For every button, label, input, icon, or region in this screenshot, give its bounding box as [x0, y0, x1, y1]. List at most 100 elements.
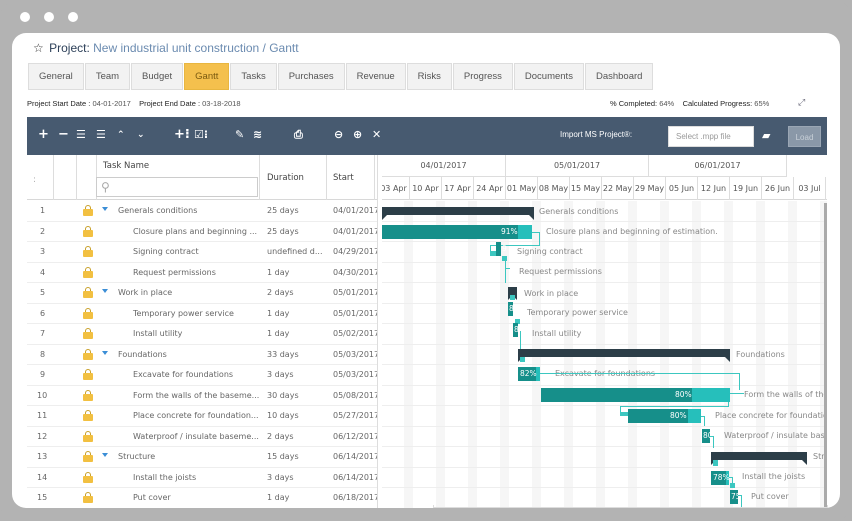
start-header[interactable]: Start	[333, 173, 354, 183]
lock-icon[interactable]	[83, 307, 93, 319]
fit-icon[interactable]: ✕	[372, 128, 382, 141]
lock-icon[interactable]	[83, 369, 93, 380]
checklist-icon[interactable]: ☑⁝	[194, 128, 209, 141]
star-icon[interactable]: ☆	[33, 41, 44, 55]
task-name-header[interactable]: Task Name	[103, 161, 150, 171]
tab-dashboard[interactable]: Dashboard	[584, 63, 654, 90]
summary-bar[interactable]	[508, 287, 517, 300]
app-window: ☆ Project: New industrial unit construct…	[12, 33, 840, 508]
remove-icon[interactable]: −	[58, 127, 69, 142]
table-row[interactable]: 5 Work in place 2 days 05/01/2017	[27, 283, 377, 304]
project-name[interactable]: New industrial unit construction / Gantt	[93, 41, 299, 55]
bar-percent: 75	[731, 492, 741, 501]
fullscreen-icon[interactable]: ⤢	[798, 97, 806, 107]
table-row[interactable]: 14 Install the joists 3 days 06/14/2017	[27, 468, 377, 488]
bar-label: Place concrete for foundations	[715, 411, 827, 420]
lock-icon[interactable]	[83, 492, 93, 503]
table-row[interactable]: 6 Temporary power service 1 day 05/01/20…	[27, 304, 377, 324]
tab-team[interactable]: Team	[84, 63, 131, 90]
task-start: 05/01/2017	[333, 288, 377, 297]
column-menu-header[interactable]: :	[33, 175, 36, 185]
tab-general[interactable]: General	[28, 63, 84, 90]
task-bar[interactable]: 80%	[628, 409, 701, 423]
tab-revenue[interactable]: Revenue	[345, 63, 406, 90]
tab-budget[interactable]: Budget	[131, 63, 184, 90]
lock-icon[interactable]	[83, 471, 93, 483]
task-bar[interactable]: 82%	[518, 367, 540, 381]
move-up-icon[interactable]: ⌃	[117, 130, 125, 140]
indent-icon[interactable]: ☰	[76, 128, 86, 141]
task-start: 06/12/2017	[333, 431, 377, 441]
timeline-month: 05/01/2017	[506, 155, 649, 177]
table-row[interactable]: 11 Place concrete for foundation... 10 d…	[27, 406, 377, 427]
tab-gantt[interactable]: Gantt	[184, 63, 230, 90]
task-bar[interactable]: 75	[730, 490, 741, 504]
page-title: ☆ Project: New industrial unit construct…	[33, 41, 299, 55]
outdent-icon[interactable]: ☰	[96, 128, 106, 141]
collapse-caret-icon[interactable]	[102, 350, 108, 355]
summary-bar[interactable]	[711, 452, 807, 465]
gantt-chart: 04/01/2017 05/01/2017 06/01/2017 03 Apr …	[382, 155, 827, 508]
tab-tasks[interactable]: Tasks	[230, 63, 277, 90]
lock-icon[interactable]	[83, 266, 93, 278]
summary-bar[interactable]	[518, 349, 730, 362]
window-dot[interactable]	[68, 12, 78, 22]
horizontal-scrollbar[interactable]	[433, 505, 828, 508]
collapse-caret-icon[interactable]	[102, 207, 108, 211]
fill-color-icon[interactable]: ✎	[235, 128, 245, 141]
table-row[interactable]: 13 Structure 15 days 06/14/2017	[27, 447, 377, 468]
table-row[interactable]: 4 Request permissions 1 day 04/30/2017	[27, 263, 377, 283]
add-icon[interactable]: +	[38, 127, 49, 142]
row-number: 3	[40, 247, 46, 256]
load-button[interactable]: Load	[788, 126, 821, 147]
table-row[interactable]: 8 Foundations 33 days 05/03/2017	[27, 345, 377, 365]
task-bar[interactable]: 8	[513, 323, 519, 337]
zoom-in-icon[interactable]: ⊕	[353, 128, 363, 141]
lock-icon[interactable]	[83, 389, 93, 401]
tab-purchases[interactable]: Purchases	[277, 63, 345, 90]
table-row[interactable]: 1 Generals conditions 25 days 04/01/2017	[27, 201, 377, 222]
table-row[interactable]: 12 Waterproof / insulate baseme... 2 day…	[27, 427, 377, 447]
task-bar[interactable]: 80	[702, 429, 713, 443]
lock-icon[interactable]	[83, 287, 93, 298]
task-bar[interactable]: 78%	[711, 471, 730, 485]
lock-icon[interactable]	[83, 451, 93, 462]
lock-icon[interactable]	[83, 348, 93, 360]
tab-documents[interactable]: Documents	[513, 63, 584, 90]
lock-icon[interactable]	[83, 225, 93, 237]
collapse-caret-icon[interactable]	[102, 289, 108, 293]
window-dot[interactable]	[44, 12, 54, 22]
task-bar[interactable]: 91%	[382, 225, 532, 239]
task-bar[interactable]: 80%	[541, 388, 730, 402]
summary-bar[interactable]	[382, 207, 534, 220]
tab-risks[interactable]: Risks	[406, 63, 452, 90]
task-search-input[interactable]: ⚲	[96, 177, 258, 197]
add-column-icon[interactable]: +⁝	[174, 127, 190, 142]
duration-header[interactable]: Duration	[267, 173, 304, 183]
tab-progress[interactable]: Progress	[452, 63, 513, 90]
table-row[interactable]: 7 Install utility 1 day 05/02/2017	[27, 324, 377, 345]
window-dot[interactable]	[20, 12, 30, 22]
task-bar[interactable]: 8	[508, 302, 514, 316]
lock-icon[interactable]	[83, 246, 93, 257]
lock-icon[interactable]	[83, 410, 93, 421]
move-down-icon[interactable]: ⌄	[137, 130, 145, 140]
lock-icon[interactable]	[83, 430, 93, 442]
task-start: 06/14/2017	[333, 472, 377, 482]
table-row[interactable]: 3 Signing contract undefined d... 04/29/…	[27, 242, 377, 263]
vertical-scrollbar[interactable]	[824, 203, 827, 508]
task-bar[interactable]: 9	[496, 242, 507, 256]
zoom-out-icon[interactable]: ⊖	[334, 128, 344, 141]
table-row[interactable]: 9 Excavate for foundations 3 days 05/03/…	[27, 365, 377, 386]
print-icon[interactable]: ⎙	[294, 128, 303, 141]
lock-icon[interactable]	[83, 328, 93, 339]
mpp-file-input[interactable]: Select .mpp file	[668, 126, 754, 147]
folder-open-icon[interactable]: ▰	[762, 129, 771, 142]
layers-icon[interactable]: ≋	[253, 128, 263, 141]
bar-percent: 82%	[520, 369, 537, 378]
table-row[interactable]: 2 Closure plans and beginning ... 25 day…	[27, 222, 377, 242]
lock-icon[interactable]	[83, 205, 93, 216]
collapse-caret-icon[interactable]	[102, 453, 108, 457]
table-row[interactable]: 15 Put cover 1 day 06/18/2017	[27, 488, 377, 508]
table-row[interactable]: 10 Form the walls of the baseme... 30 da…	[27, 386, 377, 406]
